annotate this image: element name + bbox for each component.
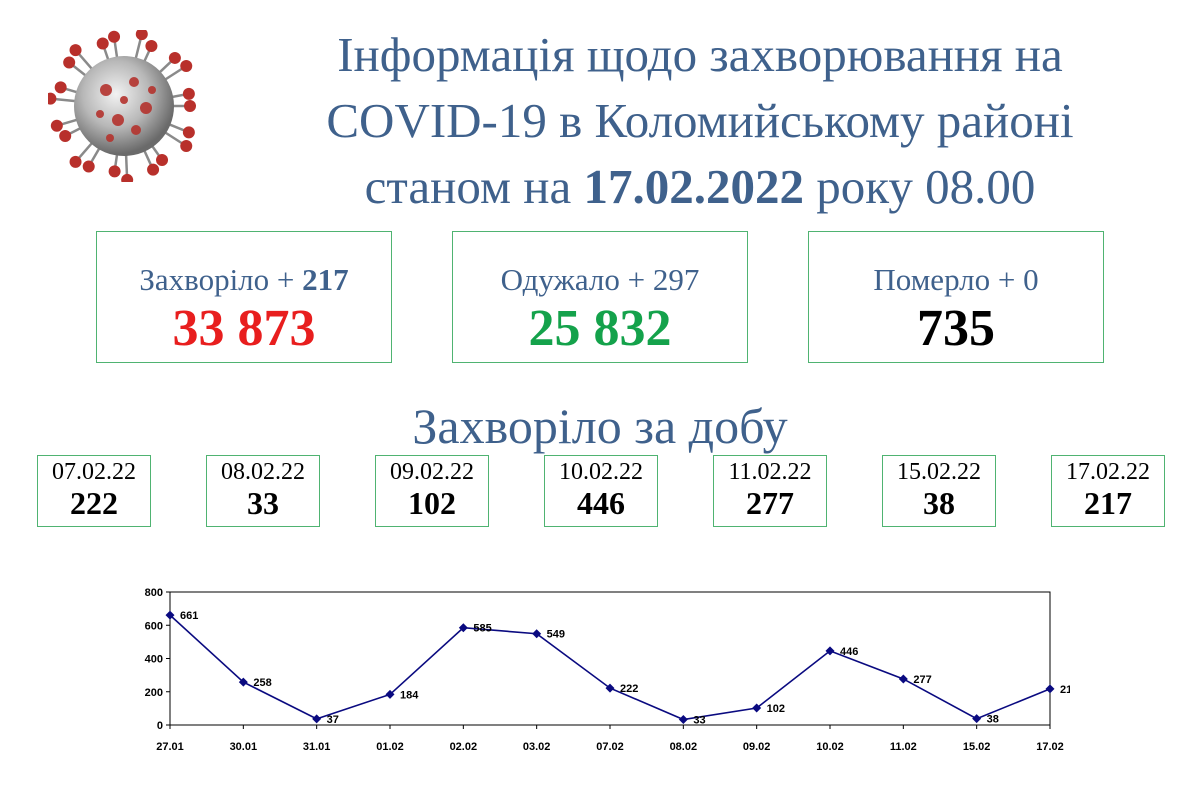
data-point: [825, 646, 835, 656]
daily-box: 07.02.22 222: [37, 455, 151, 527]
stat-box-died: Померло + 0 735: [808, 231, 1104, 363]
title-suffix: року 08.00: [803, 159, 1036, 214]
title-line-3: станом на 17.02.2022 року 08.00: [205, 154, 1195, 220]
data-point: [752, 703, 762, 713]
daily-date: 11.02.22: [728, 459, 812, 485]
daily-value: 33: [247, 485, 279, 521]
daily-box: 09.02.22 102: [375, 455, 489, 527]
x-tick-label: 31.01: [303, 741, 331, 753]
daily-date: 08.02.22: [221, 459, 305, 485]
stat-label-died: Померло + 0: [809, 262, 1103, 298]
data-point: [678, 715, 688, 725]
daily-cases-line-chart: 0 200 400 600 800 27.01 30.01 31.01 01.02 02.02 03…: [145, 587, 1070, 753]
data-label: 102: [767, 703, 785, 715]
data-label: 446: [840, 646, 858, 658]
stat-value-sick: 33 873: [172, 300, 316, 357]
data-point: [238, 677, 248, 687]
series-line: [169, 614, 1051, 721]
daily-value: 277: [746, 485, 794, 521]
x-tick-label: 30.01: [230, 741, 258, 753]
stat-value-died: 735: [917, 300, 995, 357]
daily-value: 102: [408, 485, 456, 521]
y-tick-label: 800: [145, 587, 163, 599]
x-tick-label: 01.02: [376, 741, 404, 753]
daily-value: 38: [923, 485, 955, 521]
daily-box: 08.02.22 33: [206, 455, 320, 527]
stat-label-text: Одужало +: [500, 262, 653, 297]
page-title: Інформація щодо захворювання на COVID-19…: [205, 22, 1195, 220]
stat-delta: 217: [302, 262, 349, 297]
stat-box-sick: Захворіло + 217 33 873: [96, 231, 392, 363]
daily-date: 07.02.22: [52, 459, 136, 485]
data-point: [385, 689, 395, 699]
x-tick-label: 09.02: [743, 741, 771, 753]
y-tick-label: 600: [145, 620, 163, 632]
stat-label-sick: Захворіло + 217: [97, 262, 391, 298]
data-point: [458, 623, 468, 633]
data-label: 38: [987, 714, 999, 726]
daily-date: 09.02.22: [390, 459, 474, 485]
daily-title: Захворіло за добу: [412, 398, 788, 454]
data-label: 184: [400, 689, 419, 701]
daily-date: 15.02.22: [897, 459, 981, 485]
data-label: 277: [913, 674, 931, 686]
y-tick-label: 0: [157, 720, 163, 732]
plot-frame: [169, 591, 1051, 726]
daily-value: 217: [1084, 485, 1132, 521]
data-label: 37: [327, 714, 339, 726]
stat-value-recovered: 25 832: [528, 300, 672, 357]
x-tick-label: 08.02: [670, 741, 698, 753]
x-tick-label: 07.02: [596, 741, 624, 753]
daily-box: 10.02.22 446: [544, 455, 658, 527]
data-point: [898, 674, 908, 684]
data-point: [972, 714, 982, 724]
title-line-2: COVID-19 в Коломийському районі: [326, 93, 1074, 148]
stat-delta: 0: [1023, 262, 1039, 297]
stat-label-text: Захворіло +: [139, 262, 303, 297]
data-point: [165, 610, 175, 620]
daily-date: 10.02.22: [559, 459, 643, 485]
data-point: [605, 683, 615, 693]
data-point: [312, 714, 322, 724]
data-label: 217: [1060, 684, 1070, 696]
y-tick-label: 400: [145, 654, 163, 666]
x-tick-label: 03.02: [523, 741, 551, 753]
data-label: 33: [693, 715, 705, 727]
data-point: [1045, 684, 1055, 694]
data-label: 661: [180, 610, 198, 622]
coronavirus-icon: [48, 30, 196, 182]
x-tick-label: 02.02: [450, 741, 478, 753]
stat-label-recovered: Одужало + 297: [453, 262, 747, 298]
daily-box: 15.02.22 38: [882, 455, 996, 527]
data-label: 585: [473, 623, 491, 635]
x-tick-label: 27.01: [156, 741, 184, 753]
title-line-1: Інформація щодо захворювання на: [337, 27, 1063, 82]
data-label: 549: [547, 629, 565, 641]
stat-label-text: Померло +: [873, 262, 1024, 297]
data-label: 258: [253, 677, 271, 689]
x-tick-label: 17.02: [1036, 741, 1064, 753]
daily-value: 446: [577, 485, 625, 521]
data-point: [532, 629, 542, 639]
title-prefix: станом на: [364, 159, 584, 214]
x-tick-label: 10.02: [816, 741, 844, 753]
data-label: 222: [620, 683, 638, 695]
x-tick-label: 15.02: [963, 741, 991, 753]
y-tick-label: 200: [145, 687, 163, 699]
daily-box: 17.02.22 217: [1051, 455, 1165, 527]
stat-box-recovered: Одужало + 297 25 832: [452, 231, 748, 363]
title-date: 17.02.2022: [583, 159, 804, 214]
stat-delta: 297: [652, 262, 700, 297]
daily-date: 17.02.22: [1066, 459, 1150, 485]
daily-box: 11.02.22 277: [713, 455, 827, 527]
x-tick-label: 11.02: [890, 741, 917, 753]
daily-value: 222: [70, 485, 118, 521]
